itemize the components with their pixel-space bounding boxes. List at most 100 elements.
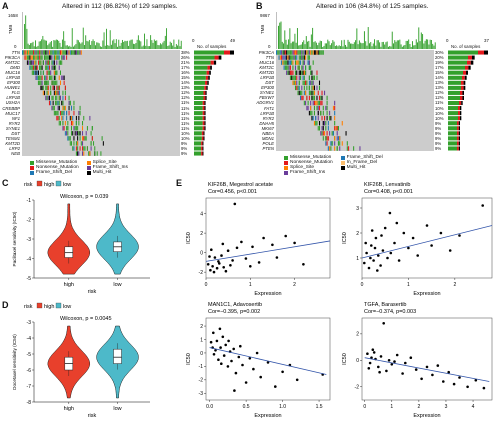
mutation-cell — [58, 115, 60, 121]
gene-label: KMT2D — [5, 140, 20, 146]
y-tick-label: -6 — [27, 368, 32, 374]
mutation-cell — [307, 100, 309, 106]
data-point — [379, 264, 382, 267]
tmb-bar — [288, 39, 290, 49]
mutation-cell — [294, 80, 297, 86]
tmb-bar — [81, 42, 83, 49]
tmb-bar — [391, 31, 393, 49]
data-point — [382, 322, 385, 325]
data-point — [244, 257, 248, 260]
x-tick-label: 0 — [361, 282, 364, 288]
data-point — [371, 348, 375, 351]
panel-b-title: Altered in 106 (84.8%) of 125 samples. — [316, 3, 429, 10]
panel-a-gene-list: TTN PIK3CA KMT2C DMD MUC16 LRP1B EP300 HUWE1 FLG… — [0, 50, 20, 156]
mutation-cell — [302, 75, 304, 80]
mutation-cell — [53, 50, 55, 55]
mutation-cell — [283, 60, 285, 65]
mutation-cell — [58, 75, 60, 80]
plot-frame — [205, 197, 331, 279]
mutation-cell — [288, 70, 290, 75]
mutation-cell — [78, 151, 80, 156]
gene-percent: 13% — [435, 80, 444, 86]
data-point — [210, 248, 213, 251]
mutation-cell — [341, 121, 343, 126]
gene-label: MDN1 — [261, 135, 274, 141]
mutation-cell — [286, 65, 288, 70]
tmb-bar — [356, 28, 358, 49]
mutation-cell — [326, 105, 328, 111]
gene-percent: 19% — [435, 60, 444, 66]
tmb-bar — [102, 40, 104, 49]
mutation-cell — [28, 60, 30, 65]
mutation-cell — [48, 50, 50, 55]
mutation-cell — [84, 136, 86, 141]
gene-percent: 10% — [181, 130, 190, 136]
mutation-cell — [79, 146, 81, 151]
sample-bar-missense — [194, 55, 215, 60]
mutation-cell — [53, 55, 55, 60]
mutation-cell — [298, 85, 300, 91]
tmb-bar — [53, 40, 55, 49]
y-axis-label: IC50 — [186, 353, 192, 365]
sample-bar-multi — [463, 85, 466, 90]
legend-label: Splice_Site — [92, 160, 117, 165]
sample-bar-missense — [448, 75, 462, 80]
mutation-cell — [80, 50, 82, 55]
mutation-cell — [296, 50, 298, 55]
mutation-cell — [321, 90, 323, 96]
gene-label: PTEN — [262, 145, 274, 151]
data-point — [235, 246, 239, 250]
mutation-cell — [40, 55, 42, 60]
mutation-cell — [284, 65, 286, 70]
mutation-cell — [307, 60, 309, 65]
mutation-cell — [74, 50, 76, 55]
mutation-cell — [61, 75, 63, 80]
sample-bar-missense — [448, 136, 457, 141]
mutation-cell — [68, 136, 70, 141]
tmb-bar — [299, 45, 301, 49]
tmb-bar — [121, 39, 123, 49]
sample-bar-nonsense — [201, 146, 203, 151]
gene-label: KMT2C — [259, 65, 274, 71]
mutation-cell — [301, 95, 303, 101]
mutation-cell — [50, 55, 52, 60]
sample-bar-missense — [194, 95, 204, 100]
panel-a-tmb-bars — [22, 12, 182, 49]
y-tick-label: 1 — [356, 256, 359, 262]
mutation-cell — [56, 85, 58, 91]
mutation-cell — [301, 65, 303, 70]
mutation-cell — [294, 70, 297, 75]
tmb-bar — [286, 44, 288, 49]
tmb-bar — [115, 39, 117, 49]
data-point — [482, 386, 486, 390]
sample-bar-multi — [458, 141, 460, 146]
tmb-bar — [117, 46, 119, 49]
sample-bar-multi — [458, 126, 460, 131]
mutation-cell — [40, 65, 42, 70]
mutation-cell — [293, 75, 295, 80]
data-point — [249, 265, 252, 268]
tmb-bar — [98, 43, 100, 49]
sample-bar-multi — [458, 146, 460, 151]
tmb-bar — [46, 40, 47, 49]
mutation-cell — [68, 50, 70, 55]
mutation-cell — [72, 131, 74, 136]
mutation-cell — [22, 50, 24, 55]
tmb-bar — [63, 31, 65, 49]
mutation-cell — [55, 110, 57, 116]
mutation-cell — [80, 141, 82, 146]
data-point — [221, 335, 225, 339]
mutation-cell — [305, 80, 307, 86]
data-point — [466, 385, 469, 389]
gene-percent: 13% — [181, 85, 190, 91]
mutation-cell — [59, 80, 61, 86]
mutation-cell — [321, 50, 323, 55]
mutation-cell — [39, 80, 41, 86]
tmb-bar — [101, 46, 103, 49]
mutation-cell — [40, 70, 42, 75]
tmb-bar — [174, 46, 176, 49]
mutation-cell — [40, 85, 42, 91]
tmb-bar — [140, 41, 142, 49]
mutation-cell — [321, 126, 323, 131]
